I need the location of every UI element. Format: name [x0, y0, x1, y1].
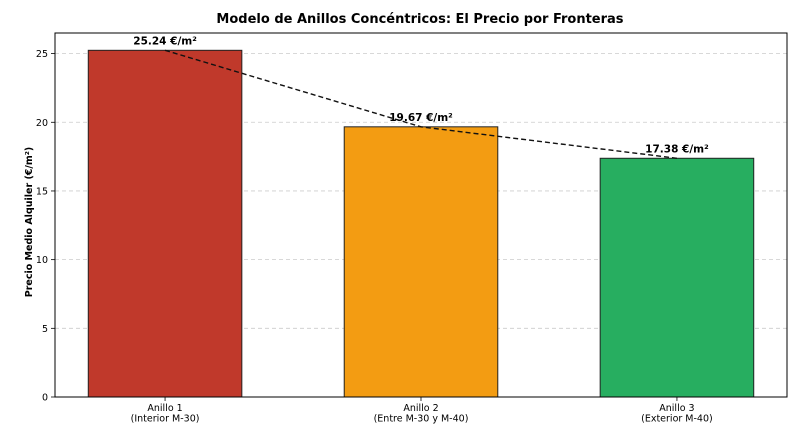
x-tick-label: (Interior M-30)	[131, 414, 200, 425]
trend-line-path	[164, 49, 678, 159]
data-label: 19.67 €/m²	[389, 112, 453, 124]
x-tick-label: Anillo 3	[659, 403, 694, 414]
trend-line	[164, 49, 678, 159]
y-axis-label: Precio Medio Alquiler (€/m²)	[24, 147, 35, 298]
x-tick-label: Anillo 2	[403, 403, 438, 414]
x-tick-label: Anillo 1	[147, 403, 182, 414]
y-tick-label: 0	[42, 393, 48, 404]
x-tick-label: (Exterior M-40)	[641, 414, 713, 425]
data-label: 17.38 €/m²	[645, 143, 709, 155]
bar	[87, 49, 243, 398]
y-tick-label: 20	[36, 118, 48, 129]
bar	[599, 157, 755, 398]
bars	[87, 49, 755, 398]
chart-title: Modelo de Anillos Concéntricos: El Preci…	[216, 12, 623, 27]
y-tick-label: 25	[36, 49, 48, 60]
y-tick-label: 15	[36, 186, 48, 197]
bar	[343, 126, 499, 398]
y-tick-label: 5	[42, 324, 48, 335]
data-label: 25.24 €/m²	[133, 35, 197, 47]
axes: 0 5 10 15 20 25 Anillo 1(Interior M-30) Anillo …	[36, 32, 788, 425]
x-tick-label: (Entre M-30 y M-40)	[374, 414, 469, 425]
data-labels: 25.24 €/m² 19.67 €/m² 17.38 €/m²	[133, 35, 709, 155]
y-tick-label: 10	[36, 255, 48, 266]
